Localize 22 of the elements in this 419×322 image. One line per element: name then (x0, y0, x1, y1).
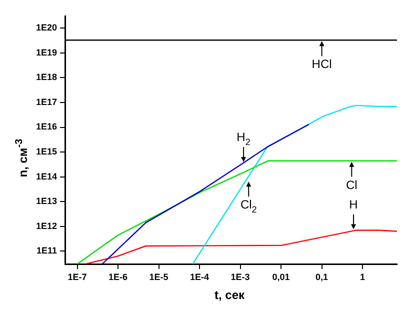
x-tick-label: 1E-6 (108, 272, 128, 282)
y-tick-label: 1E12 (36, 220, 57, 231)
y-tick-label: 1E14 (36, 171, 57, 182)
x-tick-label: 1E-5 (149, 272, 168, 282)
y-tick-label: 1E19 (36, 47, 57, 58)
x-tick-label: 1E-7 (68, 272, 87, 282)
y-tick-label: 1E18 (36, 72, 57, 82)
y-tick-label: 1E17 (36, 96, 57, 107)
y-tick-label: 1E13 (36, 196, 57, 206)
x-tick-label: 1 (360, 272, 366, 282)
x-tick-label: 1E-4 (190, 272, 210, 282)
y-tick-label: 1E15 (36, 146, 57, 156)
y-tick-label: 1E11 (36, 246, 57, 256)
x-axis-title: t, сек (213, 288, 246, 302)
x-tick-label: 0,1 (316, 272, 328, 282)
x-tick-label: 1E-3 (230, 272, 250, 282)
annotation: Cl (346, 178, 358, 192)
annotation: HCl (312, 57, 332, 72)
y-tick-label: 1E20 (36, 22, 57, 33)
annotation: H (349, 197, 358, 212)
y-tick-label: 1E16 (36, 122, 57, 132)
x-tick-label: 0,01 (272, 272, 290, 282)
